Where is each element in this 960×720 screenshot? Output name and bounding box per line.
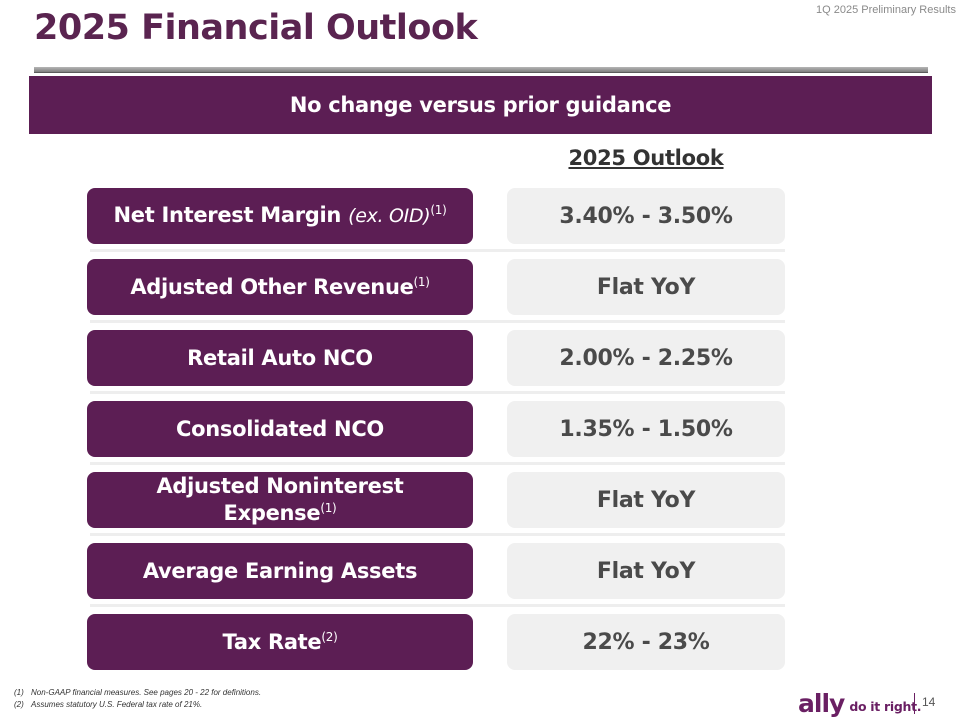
- metric-label: Adjusted Other Revenue(1): [87, 259, 473, 315]
- metric-label-text: Consolidated NCO: [176, 416, 384, 441]
- metric-label-text: Net Interest Margin: [113, 203, 342, 227]
- footnote: (1) Non-GAAP financial measures. See page…: [14, 687, 261, 699]
- footnote-marker: (2): [321, 629, 338, 644]
- guidance-banner: No change versus prior guidance: [29, 76, 932, 134]
- outlook-row: Retail Auto NCO 2.00% - 2.25%: [0, 330, 960, 386]
- footnote-text: Non-GAAP financial measures. See pages 2…: [31, 688, 262, 697]
- metric-label-text: Average Earning Assets: [142, 558, 418, 583]
- metric-label: Consolidated NCO: [87, 401, 473, 457]
- metric-value: Flat YoY: [507, 472, 785, 528]
- page-number: 14: [922, 695, 936, 709]
- metric-label-text: Retail Auto NCO: [187, 345, 373, 370]
- metric-label: Adjusted Noninterest Expense(1): [87, 472, 473, 528]
- title-divider: [34, 67, 928, 73]
- footer-divider: [914, 693, 915, 714]
- row-divider: [90, 391, 785, 394]
- metric-value: 3.40% - 3.50%: [507, 188, 785, 244]
- metric-label: Net Interest Margin (ex. OID)(1): [87, 188, 473, 244]
- outlook-row: Average Earning Assets Flat YoY: [0, 543, 960, 599]
- metric-value: Flat YoY: [507, 543, 785, 599]
- report-period-label: 1Q 2025 Preliminary Results: [815, 4, 956, 16]
- footnote: (2) Assumes statutory U.S. Federal tax ra…: [14, 699, 261, 711]
- ally-logo: ally do it right.: [798, 689, 922, 718]
- page-title: 2025 Financial Outlook: [34, 8, 478, 48]
- metric-label-text: Adjusted Other Revenue: [130, 274, 414, 299]
- footnote-number: (1): [14, 688, 24, 697]
- footnotes: (1) Non-GAAP financial measures. See page…: [14, 687, 261, 710]
- metric-label: Average Earning Assets: [87, 543, 473, 599]
- outlook-column-header: 2025 Outlook: [568, 146, 724, 170]
- brand-tagline: do it right.: [849, 699, 922, 714]
- metric-label-text: Tax Rate: [222, 629, 322, 654]
- metric-label-text: Adjusted Noninterest: [156, 474, 404, 498]
- row-divider: [90, 533, 785, 536]
- metric-value: Flat YoY: [507, 259, 785, 315]
- metric-value: 1.35% - 1.50%: [507, 401, 785, 457]
- metric-value: 2.00% - 2.25%: [507, 330, 785, 386]
- footnote-marker: (1): [320, 501, 337, 515]
- row-divider: [90, 320, 785, 323]
- footnote-number: (2): [14, 699, 24, 709]
- metric-label-qualifier: (ex. OID): [348, 205, 431, 227]
- metric-label: Retail Auto NCO: [87, 330, 473, 386]
- metric-label-text: Expense: [223, 501, 321, 525]
- row-divider: [90, 604, 785, 607]
- metric-label: Tax Rate(2): [87, 614, 473, 670]
- outlook-row: Adjusted Noninterest Expense(1) Flat YoY: [0, 472, 960, 528]
- outlook-row: Adjusted Other Revenue(1) Flat YoY: [0, 259, 960, 315]
- guidance-banner-text: No change versus prior guidance: [289, 93, 672, 117]
- footnote-marker: (1): [413, 274, 430, 289]
- row-divider: [90, 462, 785, 465]
- outlook-row: Consolidated NCO 1.35% - 1.50%: [0, 401, 960, 457]
- outlook-row: Net Interest Margin (ex. OID)(1) 3.40% -…: [0, 188, 960, 244]
- outlook-row: Tax Rate(2) 22% - 23%: [0, 614, 960, 670]
- brand-wordmark: ally: [798, 689, 845, 718]
- footnote-text: Assumes statutory U.S. Federal tax rate …: [31, 699, 203, 709]
- row-divider: [90, 249, 785, 252]
- footnote-marker: (1): [430, 203, 447, 217]
- metric-value: 22% - 23%: [507, 614, 785, 670]
